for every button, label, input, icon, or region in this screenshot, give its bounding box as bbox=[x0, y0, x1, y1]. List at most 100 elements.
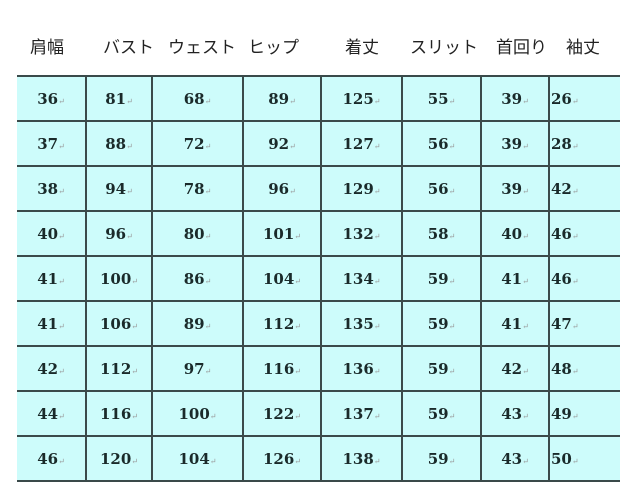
table-cell: 88 bbox=[85, 120, 152, 167]
cell-value: 88 bbox=[105, 135, 133, 153]
cell-value: 120 bbox=[100, 450, 138, 468]
size-table: 36 81 68 89 125 55 39 26 37 88 72 92 127 56 39 28 38 94 78… bbox=[17, 75, 620, 482]
column-header: ウェスト bbox=[168, 38, 236, 58]
table-row: 42 112 97 116 136 59 42 48 bbox=[17, 345, 620, 392]
table-cell: 122 bbox=[242, 390, 321, 437]
table-cell: 42 bbox=[17, 345, 86, 392]
table-cell: 41 bbox=[480, 300, 549, 347]
table-cell: 80 bbox=[151, 210, 243, 257]
cell-value: 50 bbox=[551, 450, 579, 468]
table-cell: 132 bbox=[320, 210, 402, 257]
cell-value: 78 bbox=[184, 180, 212, 198]
table-cell: 96 bbox=[85, 210, 152, 257]
cell-value: 86 bbox=[184, 270, 212, 288]
table-cell: 42 bbox=[480, 345, 549, 392]
cell-value: 126 bbox=[263, 450, 301, 468]
cell-value: 26 bbox=[551, 90, 579, 108]
cell-value: 135 bbox=[342, 315, 380, 333]
cell-value: 43 bbox=[501, 405, 529, 423]
cell-value: 43 bbox=[501, 450, 529, 468]
cell-value: 112 bbox=[263, 315, 301, 333]
table-cell: 56 bbox=[401, 165, 481, 212]
cell-value: 59 bbox=[428, 360, 456, 378]
cell-value: 136 bbox=[342, 360, 380, 378]
table-row: 41 100 86 104 134 59 41 46 bbox=[17, 255, 620, 302]
table-cell: 92 bbox=[242, 120, 321, 167]
column-header: スリット bbox=[410, 38, 478, 58]
cell-value: 137 bbox=[342, 405, 380, 423]
cell-value: 46 bbox=[37, 450, 65, 468]
table-cell: 116 bbox=[85, 390, 152, 437]
table-cell: 100 bbox=[85, 255, 152, 302]
cell-value: 101 bbox=[263, 225, 301, 243]
table-cell: 112 bbox=[85, 345, 152, 392]
table-row: 41 106 89 112 135 59 41 47 bbox=[17, 300, 620, 347]
table-cell: 26 bbox=[548, 75, 620, 122]
table-cell: 43 bbox=[480, 435, 549, 482]
table-cell: 112 bbox=[242, 300, 321, 347]
table-cell: 129 bbox=[320, 165, 402, 212]
table-cell: 72 bbox=[151, 120, 243, 167]
cell-value: 127 bbox=[342, 135, 380, 153]
cell-value: 72 bbox=[184, 135, 212, 153]
cell-value: 132 bbox=[342, 225, 380, 243]
cell-value: 125 bbox=[342, 90, 380, 108]
cell-value: 81 bbox=[105, 90, 133, 108]
table-cell: 47 bbox=[548, 300, 620, 347]
cell-value: 94 bbox=[105, 180, 133, 198]
table-cell: 39 bbox=[480, 165, 549, 212]
table-cell: 135 bbox=[320, 300, 402, 347]
table-cell: 68 bbox=[151, 75, 243, 122]
cell-value: 49 bbox=[551, 405, 579, 423]
table-cell: 96 bbox=[242, 165, 321, 212]
table-cell: 59 bbox=[401, 345, 481, 392]
cell-value: 97 bbox=[184, 360, 212, 378]
cell-value: 28 bbox=[551, 135, 579, 153]
cell-value: 129 bbox=[342, 180, 380, 198]
cell-value: 58 bbox=[428, 225, 456, 243]
cell-value: 100 bbox=[100, 270, 138, 288]
table-cell: 120 bbox=[85, 435, 152, 482]
table-row: 46 120 104 126 138 59 43 50 bbox=[17, 435, 620, 482]
table-cell: 89 bbox=[242, 75, 321, 122]
column-header: ヒップ bbox=[248, 38, 299, 58]
cell-value: 40 bbox=[501, 225, 529, 243]
table-cell: 49 bbox=[548, 390, 620, 437]
table-row: 36 81 68 89 125 55 39 26 bbox=[17, 75, 620, 122]
cell-value: 39 bbox=[501, 180, 529, 198]
table-cell: 58 bbox=[401, 210, 481, 257]
column-header: 首回り bbox=[496, 38, 547, 58]
table-cell: 42 bbox=[548, 165, 620, 212]
cell-value: 92 bbox=[268, 135, 296, 153]
cell-value: 89 bbox=[268, 90, 296, 108]
cell-value: 41 bbox=[501, 315, 529, 333]
cell-value: 59 bbox=[428, 270, 456, 288]
table-cell: 104 bbox=[151, 435, 243, 482]
table-cell: 43 bbox=[480, 390, 549, 437]
cell-value: 56 bbox=[428, 180, 456, 198]
cell-value: 40 bbox=[37, 225, 65, 243]
cell-value: 59 bbox=[428, 450, 456, 468]
table-cell: 38 bbox=[17, 165, 86, 212]
table-cell: 127 bbox=[320, 120, 402, 167]
table-cell: 138 bbox=[320, 435, 402, 482]
cell-value: 134 bbox=[342, 270, 380, 288]
cell-value: 104 bbox=[263, 270, 301, 288]
cell-value: 116 bbox=[263, 360, 301, 378]
cell-value: 47 bbox=[551, 315, 579, 333]
table-row: 37 88 72 92 127 56 39 28 bbox=[17, 120, 620, 167]
table-row: 38 94 78 96 129 56 39 42 bbox=[17, 165, 620, 212]
table-row: 40 96 80 101 132 58 40 46 bbox=[17, 210, 620, 257]
table-cell: 40 bbox=[480, 210, 549, 257]
cell-value: 46 bbox=[551, 225, 579, 243]
cell-value: 46 bbox=[551, 270, 579, 288]
table-cell: 137 bbox=[320, 390, 402, 437]
column-header: 肩幅 bbox=[30, 38, 64, 58]
table-cell: 46 bbox=[17, 435, 86, 482]
cell-value: 41 bbox=[37, 315, 65, 333]
table-cell: 97 bbox=[151, 345, 243, 392]
cell-value: 116 bbox=[100, 405, 138, 423]
table-cell: 100 bbox=[151, 390, 243, 437]
table-cell: 41 bbox=[17, 255, 86, 302]
table-cell: 59 bbox=[401, 390, 481, 437]
